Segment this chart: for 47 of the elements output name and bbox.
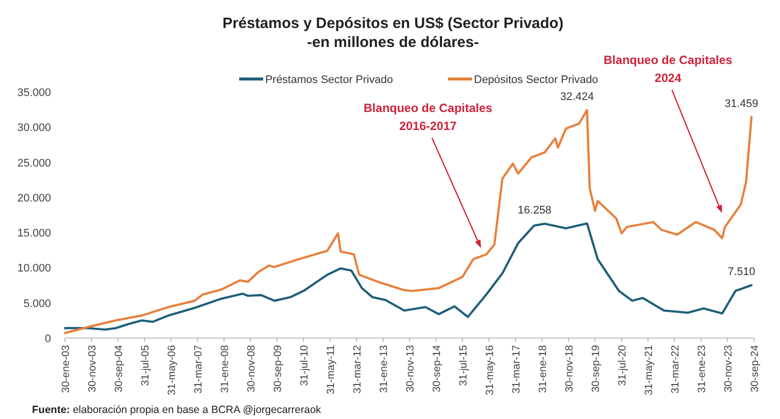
chart-subtitle: -en millones de dólares- [307, 34, 479, 51]
x-tick-label: 31-may-16 [484, 344, 496, 396]
x-tick-label: 31-may-11 [324, 344, 337, 394]
x-tick-label: 31-ene-18 [537, 344, 550, 393]
source-note: Fuente: elaboración propia en base a BCRA @jorgecarreraok [32, 404, 322, 416]
legend-label: Depósitos Sector Privado [474, 74, 598, 86]
x-tick-label: 30-nov-03 [86, 344, 98, 392]
x-tick-label: 31-mar-12 [351, 344, 364, 394]
x-tick-label: 30-ene-03 [60, 344, 72, 393]
x-tick-label: 31-may-21 [642, 344, 655, 396]
x-tick-label: 31-ene-08 [219, 344, 232, 393]
chart-title: Préstamos y Depósitos en US$ (Sector Privado) [222, 15, 564, 32]
y-tick-label: 30.000 [17, 122, 51, 134]
x-tick-label: 30-sep-14 [430, 344, 443, 392]
annotation: 7.510 [728, 266, 756, 278]
annotation: 31.459 [724, 98, 758, 110]
x-tick-label: 31-jul-05 [139, 344, 152, 386]
x-tick-label: 30-nov-23 [722, 344, 734, 392]
x-tick-label: 31-jul-15 [457, 344, 470, 386]
y-tick-label: 5.000 [23, 298, 51, 310]
x-tick-label: 31-jul-10 [298, 344, 310, 386]
y-tick-label: 0 [44, 333, 51, 345]
x-tick-label: 30-sep-09 [272, 344, 284, 392]
x-tick-label: 31-jul-20 [616, 344, 628, 386]
x-tick-label: 31-may-06 [166, 344, 178, 396]
y-tick-label: 10.000 [17, 262, 51, 275]
x-tick-label: 30-sep-04 [113, 344, 126, 392]
legend-label: Préstamos Sector Privado [265, 74, 393, 86]
annotation: 32.424 [560, 91, 594, 104]
x-tick-label: 30-nov-13 [404, 344, 416, 392]
y-tick-label: 25.000 [17, 157, 51, 170]
x-tick-label: 30-nov-18 [563, 344, 576, 392]
annotation: 16.258 [518, 204, 552, 217]
x-tick-label: 31-mar-07 [192, 344, 204, 394]
y-tick-label: 15.000 [17, 228, 51, 240]
x-tick-label: 31-ene-13 [378, 344, 390, 393]
text: Blanqueo de Capitales 2024 [604, 53, 733, 85]
x-tick-label: 30-nov-08 [246, 344, 258, 392]
y-tick-label: 20.000 [17, 192, 51, 204]
x-tick-label: 31-mar-17 [510, 344, 522, 394]
x-tick-label: 30-sep-19 [590, 344, 602, 392]
x-tick-label: 30-sep-24 [749, 344, 761, 392]
annotation: Blanqueo de Capitales 2016-2017 [364, 101, 493, 133]
x-tick-label: 31-mar-22 [669, 344, 682, 394]
x-tick-label: 31-ene-23 [696, 344, 708, 393]
line-series [64, 222, 753, 331]
y-tick-label: 35.000 [17, 87, 51, 99]
